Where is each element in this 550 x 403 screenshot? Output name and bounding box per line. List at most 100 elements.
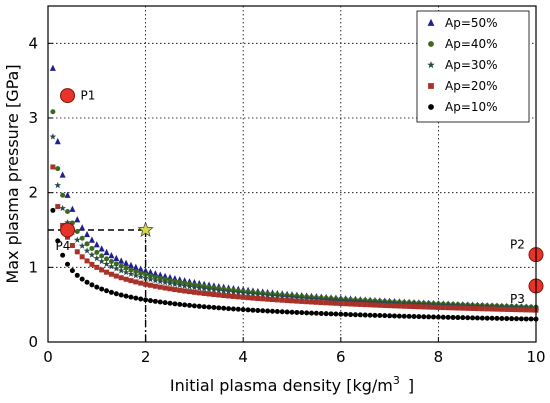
data-point: [372, 312, 378, 318]
plot-frame: [47, 5, 537, 343]
data-point: [172, 287, 178, 293]
data-point: [108, 259, 114, 265]
point-label-p2: P2: [510, 238, 525, 252]
data-point: [455, 315, 461, 321]
data-point: [416, 304, 422, 310]
data-point: [191, 284, 198, 291]
data-point: [362, 302, 368, 308]
data-series: [49, 64, 540, 322]
x-axis-label-main: Initial plasma density [kg/m: [170, 376, 393, 395]
data-point: [138, 270, 144, 276]
data-point: [494, 306, 500, 312]
point-p1: [60, 88, 76, 104]
data-point: [309, 299, 315, 305]
data-point: [221, 305, 227, 311]
data-point: [187, 302, 193, 308]
data-point: [489, 306, 495, 312]
data-point: [147, 275, 154, 283]
data-point: [509, 307, 515, 313]
data-point: [60, 252, 66, 258]
data-point: [83, 247, 91, 254]
data-point: [299, 310, 305, 316]
data-point: [226, 306, 232, 312]
data-point: [171, 280, 179, 288]
data-point: [337, 296, 345, 304]
data-point: [249, 290, 257, 298]
data-point: [483, 303, 491, 310]
data-point: [240, 294, 246, 300]
data-point: [323, 300, 329, 306]
data-point: [216, 305, 222, 311]
data-point: [79, 235, 85, 241]
data-point: [215, 287, 223, 294]
data-point: [460, 305, 466, 311]
data-point: [474, 306, 480, 312]
data-point: [108, 251, 115, 259]
data-point: [69, 205, 76, 212]
data-point: [309, 310, 315, 316]
data-point: [333, 300, 339, 306]
x-axis-label: Initial plasma density [kg/m3]: [170, 374, 414, 395]
data-point: [79, 254, 85, 260]
data-point: [74, 216, 81, 223]
data-point: [313, 310, 319, 316]
data-point: [518, 304, 525, 311]
legend-label: Ap=30%: [445, 58, 498, 72]
y-tick-label: 3: [28, 109, 38, 127]
data-point: [298, 294, 306, 301]
data-point: [411, 313, 417, 319]
data-point: [284, 298, 290, 304]
data-point: [152, 283, 158, 289]
data-point: [49, 64, 56, 71]
data-point: [65, 209, 71, 215]
data-point: [474, 315, 480, 321]
data-point: [513, 316, 519, 322]
data-point: [269, 297, 275, 303]
data-point: [118, 292, 124, 298]
data-point: [206, 291, 212, 297]
data-point: [265, 296, 271, 302]
data-point: [113, 273, 119, 279]
data-point: [318, 310, 324, 316]
data-point: [396, 303, 402, 309]
x-tick-label: 8: [434, 348, 444, 366]
data-point: [255, 307, 261, 313]
data-point: [371, 298, 379, 305]
data-point: [182, 288, 188, 294]
data-point: [113, 291, 119, 297]
data-point: [484, 306, 490, 312]
data-point: [84, 241, 90, 247]
data-point: [269, 292, 276, 299]
series-ap-10-: [50, 207, 539, 322]
data-point: [328, 300, 334, 306]
data-point: [377, 313, 383, 319]
data-point: [220, 287, 228, 295]
data-point: [177, 287, 183, 293]
data-point: [513, 307, 519, 313]
data-point: [103, 260, 110, 267]
data-point: [479, 315, 485, 321]
data-point: [49, 133, 57, 140]
data-point: [122, 268, 130, 276]
data-point: [294, 298, 300, 304]
data-point: [499, 315, 505, 321]
data-point: [74, 272, 80, 278]
data-point: [352, 297, 359, 305]
data-point: [84, 279, 90, 285]
data-point: [289, 309, 295, 315]
data-point: [225, 288, 232, 295]
data-point: [465, 315, 471, 321]
data-point: [317, 295, 325, 303]
data-point: [431, 314, 437, 320]
data-point: [289, 298, 295, 304]
data-point: [226, 293, 232, 299]
x-axis-label-close: ]: [408, 376, 414, 395]
highlight-points: P1 P2 P3 P4: [56, 88, 544, 306]
data-point: [235, 306, 241, 312]
data-point: [123, 265, 129, 271]
data-point: [123, 293, 129, 299]
data-point: [274, 292, 281, 300]
data-point: [396, 299, 403, 307]
data-point: [78, 242, 86, 249]
legend-label: Ap=40%: [445, 37, 498, 51]
